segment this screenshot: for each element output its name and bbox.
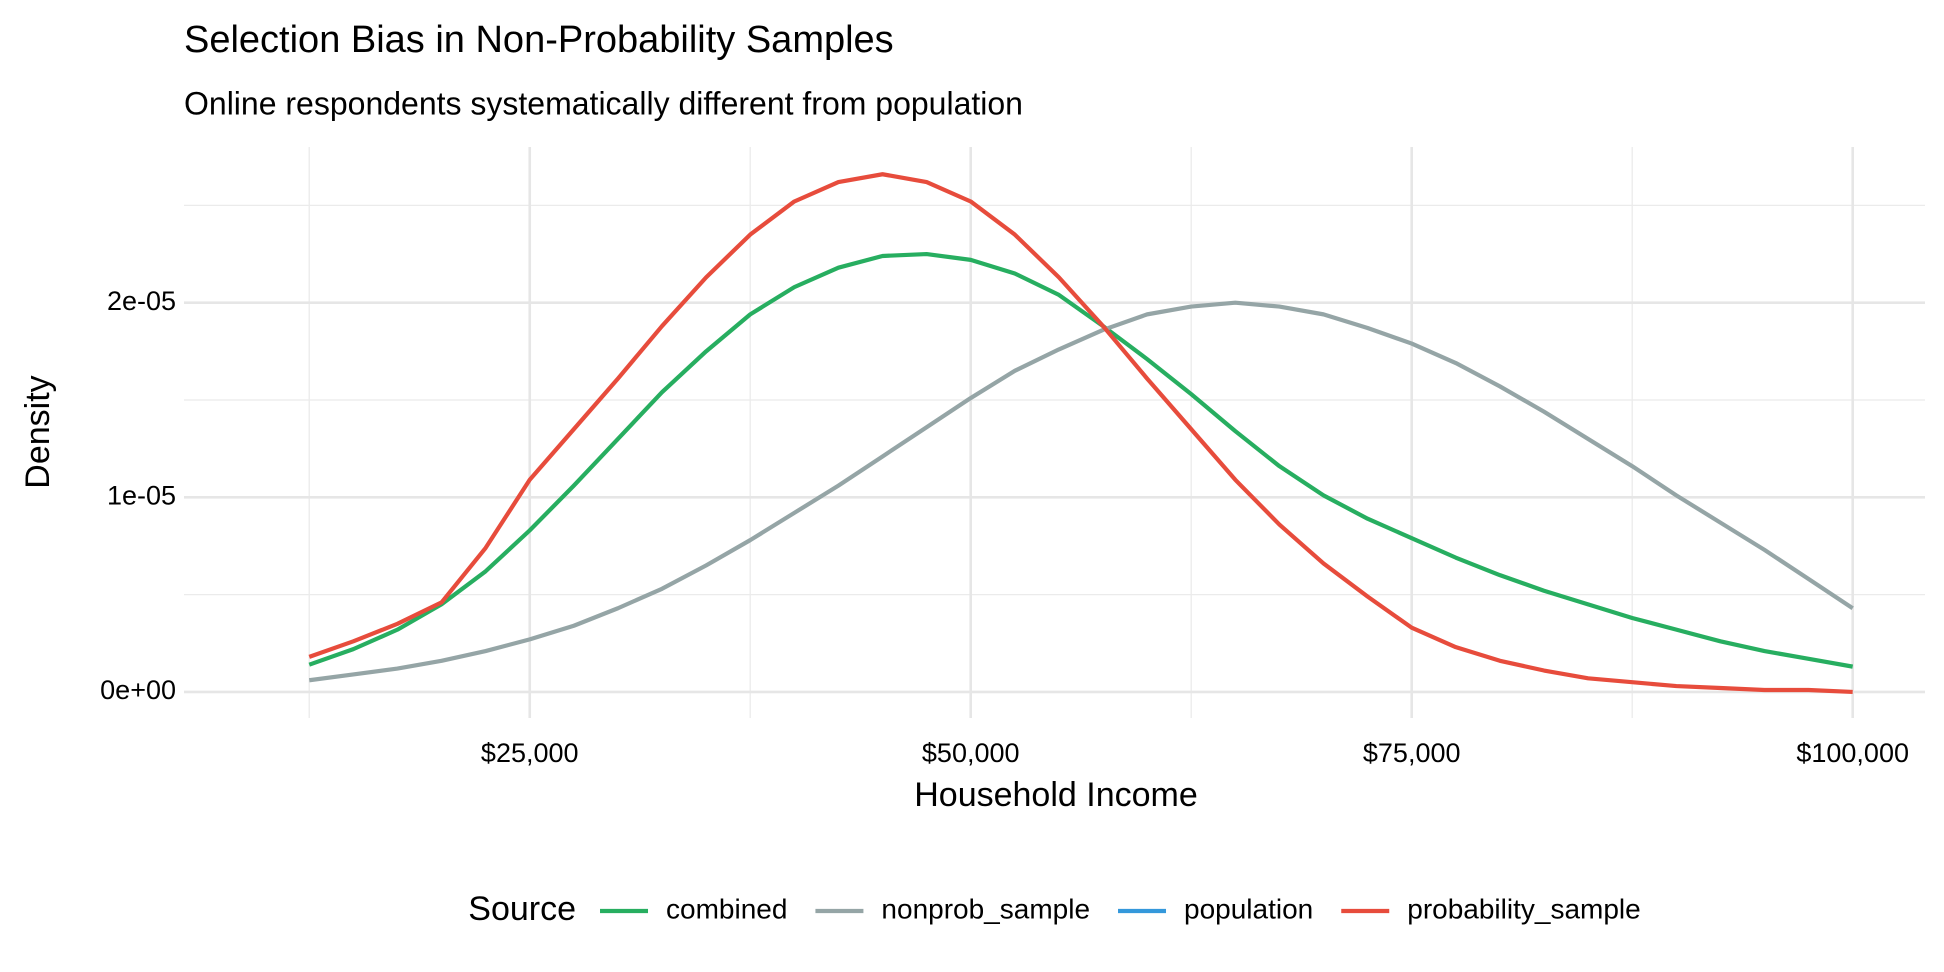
- legend-label: nonprob_sample: [881, 893, 1090, 924]
- legend-label: combined: [666, 893, 787, 924]
- legend-title: Source: [468, 890, 576, 928]
- x-tick-label: $100,000: [1796, 738, 1909, 768]
- x-tick-label: $25,000: [481, 738, 579, 768]
- chart-title: Selection Bias in Non-Probability Sample…: [184, 19, 894, 61]
- series-line: [308, 172, 1853, 695]
- series-line: [308, 251, 1854, 669]
- chart-subtitle: Online respondents systematically differ…: [184, 85, 1023, 121]
- y-tick-label: 1e-05: [107, 480, 176, 510]
- legend-label: probability_sample: [1407, 893, 1640, 924]
- series-line: [308, 300, 1854, 683]
- y-tick-label: 2e-05: [107, 286, 176, 316]
- x-tick-label: $50,000: [922, 738, 1020, 768]
- legend-label: population: [1184, 893, 1313, 924]
- y-tick-label: 0e+00: [100, 675, 176, 705]
- x-tick-label: $75,000: [1363, 738, 1461, 768]
- grid: [184, 147, 1925, 718]
- legend: Source combined nonprob_sample population pr…: [468, 890, 1640, 928]
- x-axis-title: Household Income: [914, 776, 1198, 814]
- y-axis-title: Density: [19, 375, 57, 488]
